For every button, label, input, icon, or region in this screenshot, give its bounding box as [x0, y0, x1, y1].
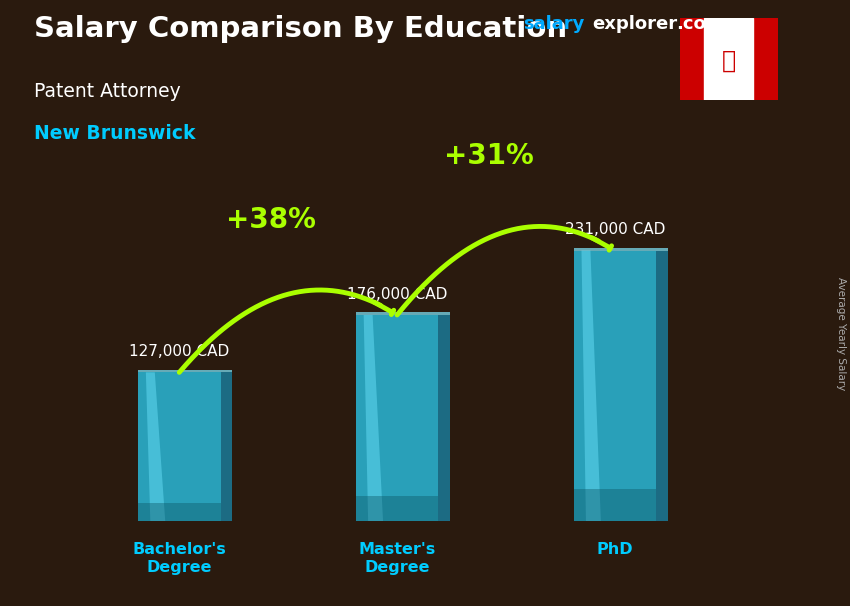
Polygon shape — [574, 488, 656, 521]
Text: Patent Attorney: Patent Attorney — [34, 82, 181, 101]
Text: Master's
Degree: Master's Degree — [359, 542, 436, 574]
Polygon shape — [146, 372, 165, 521]
Polygon shape — [355, 312, 451, 315]
Text: 176,000 CAD: 176,000 CAD — [347, 287, 447, 302]
Polygon shape — [221, 372, 232, 521]
Text: 127,000 CAD: 127,000 CAD — [129, 344, 230, 359]
Text: +38%: +38% — [226, 206, 315, 234]
Text: .com: .com — [676, 15, 724, 33]
Bar — [753, 18, 778, 100]
Text: New Brunswick: New Brunswick — [34, 124, 196, 143]
Text: Bachelor's
Degree: Bachelor's Degree — [133, 542, 226, 574]
Text: PhD: PhD — [597, 542, 633, 558]
Text: explorer: explorer — [592, 15, 677, 33]
Polygon shape — [355, 496, 439, 521]
Text: Salary Comparison By Education: Salary Comparison By Education — [34, 15, 567, 43]
Polygon shape — [581, 250, 601, 521]
Polygon shape — [574, 250, 656, 521]
Text: 🍁: 🍁 — [722, 49, 736, 73]
Polygon shape — [364, 315, 383, 521]
Polygon shape — [138, 372, 221, 521]
Text: salary: salary — [523, 15, 584, 33]
Polygon shape — [439, 315, 451, 521]
Polygon shape — [138, 370, 232, 372]
Polygon shape — [574, 248, 668, 250]
Text: 231,000 CAD: 231,000 CAD — [564, 222, 665, 237]
Polygon shape — [138, 504, 221, 521]
Polygon shape — [355, 315, 439, 521]
Bar — [680, 18, 705, 100]
Bar — [705, 18, 753, 100]
Text: Average Yearly Salary: Average Yearly Salary — [836, 277, 846, 390]
Polygon shape — [656, 250, 668, 521]
Text: +31%: +31% — [444, 142, 534, 170]
